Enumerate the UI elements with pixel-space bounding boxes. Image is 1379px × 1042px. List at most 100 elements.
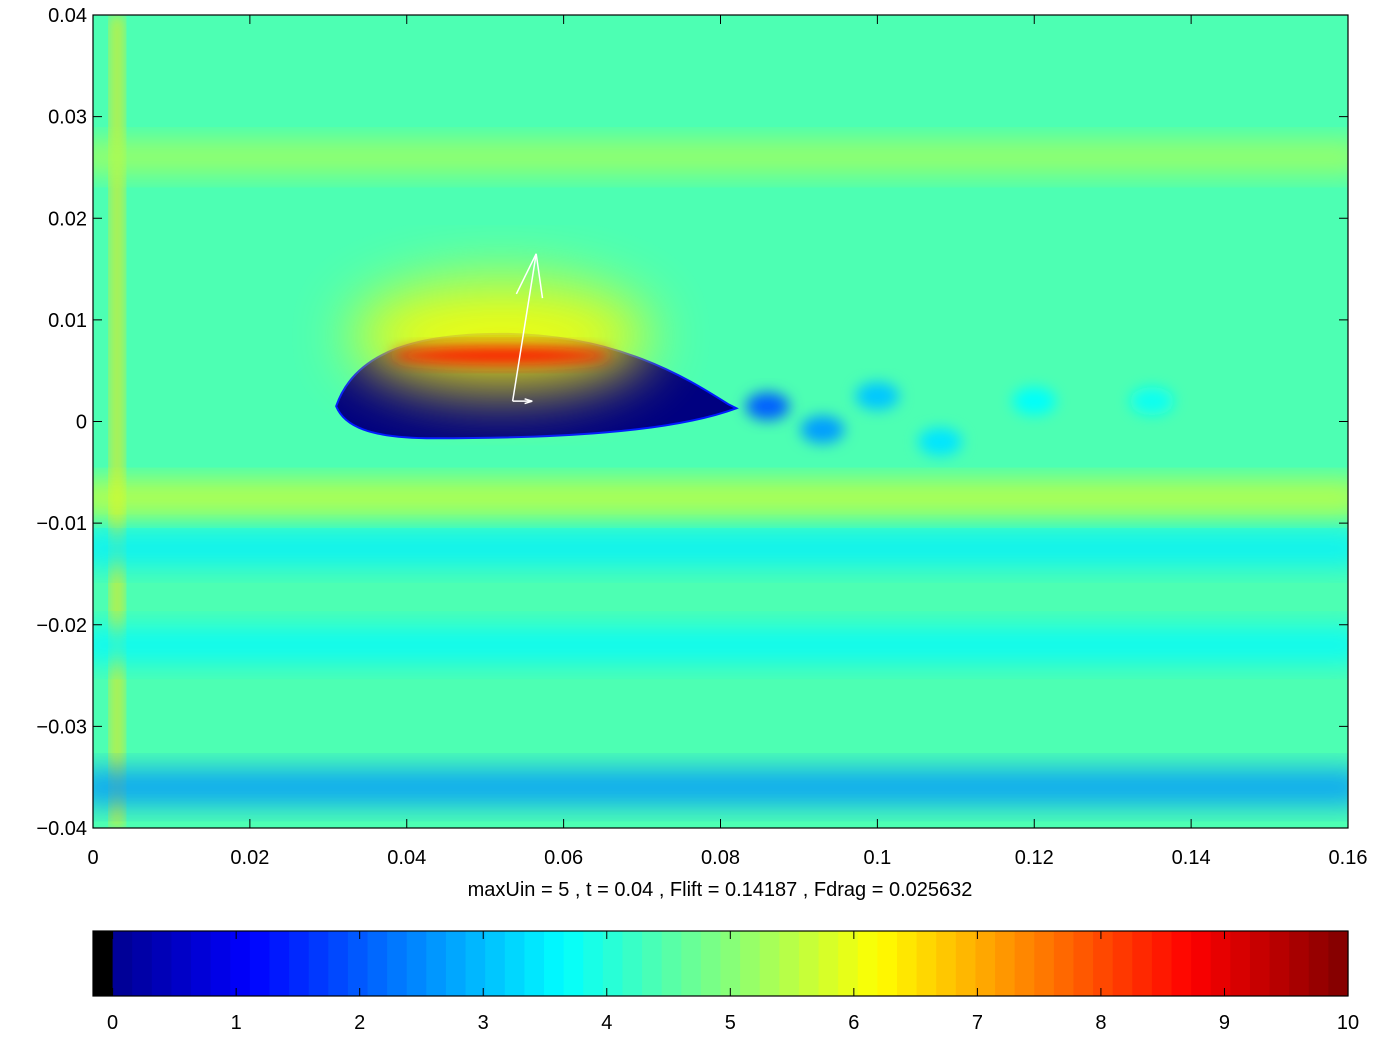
contour-plot: 0 0.02 0.04 0.06 0.08 0.1 0.12 0.14 0.16 0.040.0… (36, 5, 1367, 901)
colorbar-tick: 8 (1095, 931, 1106, 1034)
colorbar-frame (92, 930, 1349, 997)
colorbar-tick: 10 (1337, 931, 1359, 1034)
x-axis-ticks: 0 0.02 0.04 0.06 0.08 0.1 0.12 0.14 0.16 (87, 15, 1367, 869)
y-tick: −0.04 (36, 818, 1348, 840)
colorbar-swatch (955, 931, 977, 996)
y-tick-label: −0.02 (36, 615, 87, 637)
colorbar-swatch (191, 931, 212, 996)
colorbar-tick: 0 (107, 931, 118, 1034)
colorbar-swatch (838, 931, 859, 996)
x-tick-label: 0.1 (863, 847, 891, 869)
colorbar-swatch (269, 931, 290, 996)
colorbar-swatch (583, 931, 604, 996)
colorbar-swatch (1328, 931, 1349, 996)
x-tick: 0.12 (1015, 15, 1054, 869)
colorbar-swatch (602, 931, 624, 996)
colorbar-swatch (995, 931, 1016, 996)
force-vector-0 (511, 253, 544, 402)
colorbar-swatch (210, 931, 231, 996)
colorbar-swatch (936, 931, 957, 996)
colorbar-swatch (1053, 931, 1075, 996)
x-tick: 0 (87, 15, 99, 869)
colorbar-tick-label: 6 (848, 1012, 859, 1034)
y-tick-label: 0.03 (48, 107, 87, 129)
colorbar-tick-label: 3 (478, 1012, 489, 1034)
colorbar-swatch (1269, 931, 1290, 996)
colorbar-swatch (445, 931, 467, 996)
force-vectors (511, 253, 544, 405)
colorbar-swatch (347, 931, 369, 996)
colorbar-tick-label: 5 (725, 1012, 736, 1034)
field-high-speed-band-12 (93, 482, 1348, 513)
colorbar-tick-label: 2 (354, 1012, 365, 1034)
colorbar-tick-label: 8 (1095, 1012, 1106, 1034)
y-tick-label: −0.03 (36, 716, 87, 738)
colorbar-tick: 3 (478, 931, 489, 1034)
colorbar-swatch (779, 931, 800, 996)
colorbar-tick: 4 (601, 931, 612, 1034)
colorbar-ticks: 0 1 2 3 4 5 6 7 8 9 10 (107, 931, 1359, 1034)
field-wake-vortex-1 (745, 392, 790, 421)
colorbar-swatch (151, 931, 173, 996)
field-low-speed-band-11 (93, 770, 1348, 805)
field-inlet-band-8 (112, 15, 122, 828)
colorbar-swatch (1191, 931, 1212, 996)
colorbar-swatch (681, 931, 702, 996)
colorbar-swatch (720, 931, 741, 996)
x-tick-label: 0.16 (1329, 847, 1368, 869)
colorbar-swatch (1151, 931, 1173, 996)
x-tick-label: 0.08 (701, 847, 740, 869)
y-tick: 0.02 (48, 208, 1348, 230)
x-tick-label: 0.02 (230, 847, 269, 869)
y-tick-label: 0 (76, 412, 87, 434)
colorbar-swatch (896, 931, 918, 996)
colorbar-swatch (1289, 931, 1310, 996)
y-tick: 0 (76, 412, 1348, 434)
colorbar-swatch (93, 931, 114, 996)
x-tick-label: 0 (87, 847, 98, 869)
colorbar-swatches (93, 931, 1349, 996)
colorbar-tick: 9 (1219, 931, 1230, 1034)
field-wake-vortex-3 (855, 382, 900, 411)
colorbar-swatch (1210, 931, 1231, 996)
y-tick-label: −0.04 (36, 818, 87, 840)
x-tick: 0.04 (387, 15, 426, 869)
velocity-field (93, 15, 1348, 828)
x-tick: 0.14 (1172, 15, 1211, 869)
colorbar-swatch (504, 931, 526, 996)
field-high-speed-band-13 (93, 142, 1348, 173)
field-suction-peak-7-halo (350, 280, 651, 391)
colorbar-swatch (1308, 931, 1329, 996)
y-tick: 0.04 (48, 5, 1348, 27)
colorbar-tick: 5 (725, 931, 736, 1034)
force-vector-1 (512, 398, 533, 405)
colorbar-swatch (230, 931, 251, 996)
colorbar-swatch (661, 931, 682, 996)
x-tick-label: 0.12 (1015, 847, 1054, 869)
colorbar-tick: 1 (231, 931, 242, 1034)
y-tick: −0.01 (36, 513, 1348, 535)
field-wake-vortex-5 (1012, 387, 1057, 416)
colorbar-swatch (1171, 931, 1192, 996)
colorbar-swatch (387, 931, 408, 996)
colorbar-swatch (1132, 931, 1153, 996)
colorbar-swatch (563, 931, 584, 996)
colorbar-swatch (798, 931, 820, 996)
colorbar-swatch (249, 931, 271, 996)
colorbar-swatch (524, 931, 545, 996)
colorbar-swatch (975, 931, 996, 996)
y-tick: 0.01 (48, 310, 1348, 332)
colorbar-tick-label: 9 (1219, 1012, 1230, 1034)
colorbar-swatch (1112, 931, 1133, 996)
y-tick: 0.03 (48, 107, 1348, 129)
colorbar-swatch (289, 931, 310, 996)
field-suction-peak-7 (390, 346, 611, 365)
colorbar-swatch (1093, 931, 1114, 996)
colorbar-swatch (622, 931, 643, 996)
colorbar-tick: 2 (354, 931, 365, 1034)
colorbar-swatch (465, 931, 486, 996)
y-axis-ticks: 0.04 0.03 0.02 0.01 0 −0.01 −0.02 −0.03 −0.04 (36, 5, 1348, 840)
colorbar-swatch (916, 931, 937, 996)
colorbar-swatch (406, 931, 427, 996)
y-tick-label: 0.02 (48, 208, 87, 230)
